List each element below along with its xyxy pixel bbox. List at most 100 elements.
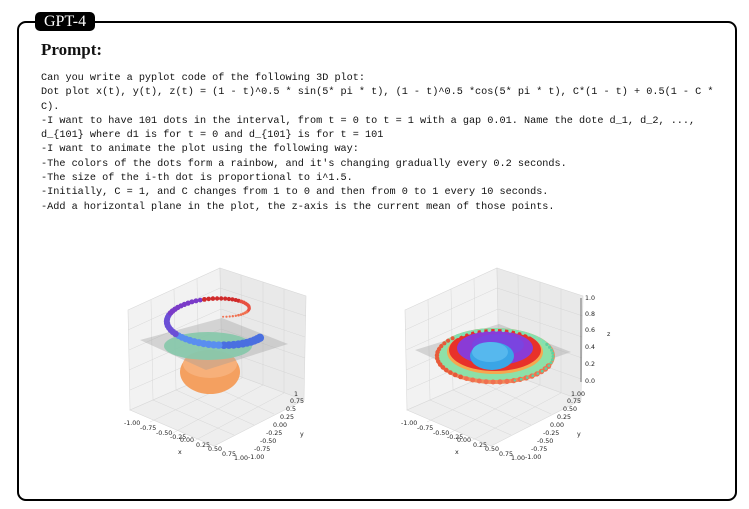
scatter-dot [230,297,235,302]
plot-3d-right: 0.0 0.2 0.4 0.6 0.8 1.0 z -1.00 -0.75 -0… [395,258,625,473]
plot-3d-right-svg: 0.0 0.2 0.4 0.6 0.8 1.0 z -1.00 -0.75 -0… [401,267,611,462]
scatter-dot [231,315,234,318]
scatter-dot [532,335,536,339]
y-tick: 0.25 [557,414,571,421]
y-tick: -0.75 [531,446,547,453]
scatter-dot [550,358,554,362]
right-ring-dots [434,328,555,385]
prompt-text: Can you write a pyplot code of the follo… [41,72,721,215]
prompt-line: Can you write a pyplot code of the follo… [41,73,366,84]
y-tick: -1.00 [525,454,541,461]
scatter-dot [452,372,458,378]
scatter-dot [525,376,529,379]
scatter-dot [497,379,503,385]
scatter-dot [494,328,499,332]
plot-3d-left: -1.00 -0.75 -0.50 -0.25 0.00 0.25 0.50 0… [118,258,348,473]
scatter-dot [225,315,228,318]
scatter-dot [483,379,489,385]
x-tick: 0.50 [485,446,499,453]
y-tick: -0.50 [260,438,276,445]
scatter-dot [185,300,191,306]
x-tick: 0.75 [499,451,513,458]
x-tick: -1.00 [401,420,417,427]
scatter-dot [197,297,203,303]
z-tick: 0.4 [585,344,595,351]
scatter-dot [513,379,516,382]
prompt-line: -Add a horizontal plane in the plot, the… [41,201,555,213]
scatter-dot [193,298,199,304]
scatter-dot [241,312,245,316]
z-tick: 1.0 [585,295,595,302]
scatter-dot [501,328,506,333]
scatter-dot [548,345,552,349]
y-tick: -0.25 [543,430,559,437]
x-tick: -0.25 [447,434,463,441]
left-x-ticks: -1.00 -0.75 -0.50 -0.25 0.00 0.25 0.50 0… [124,420,248,462]
prompt-heading: Prompt: [41,40,103,59]
scatter-dot [226,296,231,302]
scatter-dot [446,338,451,343]
x-tick: -0.50 [433,430,449,437]
x-axis-label: x [178,449,182,456]
scatter-dot [444,367,449,373]
y-tick: -0.75 [254,446,270,453]
x-tick: -0.75 [140,425,156,432]
scatter-dot [442,341,447,346]
scatter-dot [545,342,549,346]
scatter-dot [455,334,460,339]
prompt-line: -The colors of the dots form a rainbow, … [41,158,567,170]
scatter-dot [521,331,525,335]
scatter-dot [547,364,551,367]
scatter-dot [214,296,220,301]
scatter-dot [504,378,510,384]
prompt-line: Dot plot x(t), y(t), z(t) = (1 - t)^0.5 … [41,87,720,113]
y-tick: 0.00 [273,422,287,429]
prompt-line: -Initially, C = 1, and C changes from 1 … [41,187,549,199]
y-tick: -0.50 [537,438,553,445]
response-card [17,21,737,501]
scatter-dot [519,377,523,381]
x-tick: 1.00 [234,455,248,462]
x-tick: -1.00 [124,420,140,427]
scatter-dot [464,376,469,381]
x-tick: 0.25 [473,442,487,449]
scatter-dot [210,296,216,301]
y-tick: 0.25 [280,414,294,421]
x-tick: 1.00 [511,455,525,462]
x-tick: 0.75 [222,451,236,458]
scatter-dot [540,369,544,373]
right-y-ticks: -1.00 -0.75 -0.50 -0.25 0.00 0.25 0.50 0… [525,391,585,461]
y-tick: 0.75 [290,398,304,405]
scatter-dot [439,344,444,349]
scatter-dot [223,296,228,301]
y-tick: 1 [294,391,298,398]
scatter-dot [470,377,476,383]
scatter-dot [544,367,548,370]
left-y-ticks: -1.00 -0.75 -0.50 -0.25 0.00 0.25 0.5 0.… [248,391,304,461]
scatter-dot [219,296,224,301]
scatter-dot [536,372,540,375]
model-badge: GPT-4 [35,12,96,31]
scatter-dot [189,299,195,305]
scatter-dot [239,313,243,316]
plot-3d-left-svg: -1.00 -0.75 -0.50 -0.25 0.00 0.25 0.50 0… [124,267,307,462]
prompt-line: -The size of the i-th dot is proportiona… [41,173,353,185]
right-rings [435,328,555,384]
x-tick: -0.25 [170,434,186,441]
scatter-dot [490,379,496,385]
scatter-dot [550,348,554,352]
scatter-dot [480,328,485,333]
x-tick: 0.00 [457,437,471,444]
scatter-dot [222,315,225,318]
scatter-dot [487,328,492,332]
scatter-dot [206,296,211,302]
y-tick: 1.00 [571,391,585,398]
z-axis-label: z [607,331,611,338]
prompt-line: -I want to animate the plot using the fo… [41,144,359,156]
scatter-dot [537,337,541,341]
y-axis-label: y [577,431,581,438]
y-tick: -1.00 [248,454,264,461]
scatter-dot [549,361,553,364]
x-tick: -0.50 [156,430,172,437]
scatter-dot [237,313,240,317]
